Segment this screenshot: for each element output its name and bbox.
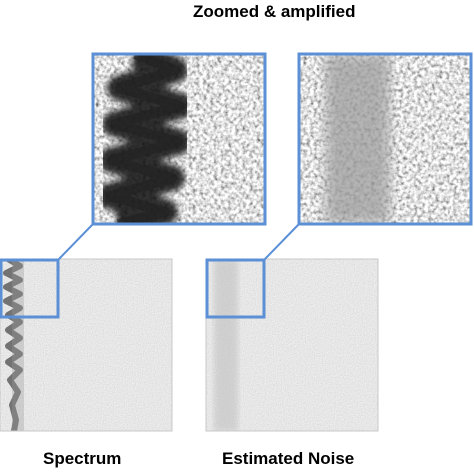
noise-connector — [263, 223, 300, 261]
spectrum-connector — [57, 223, 94, 261]
spectrum-roi-box — [0, 258, 60, 319]
zoom-spectrum-panel — [93, 54, 265, 224]
noise-roi-box — [205, 258, 266, 319]
zoom-noise-panel — [299, 54, 471, 224]
spectrum-panel — [0, 259, 172, 431]
zoom-noise-frame — [297, 52, 473, 226]
zoom-spectrum-frame — [91, 52, 267, 226]
spectrum-caption: Spectrum — [43, 449, 122, 468]
noise-frame — [205, 258, 379, 432]
noise-caption: Estimated Noise — [222, 449, 355, 468]
spectrum-trace — [3, 259, 23, 431]
zoom-noise-band — [325, 54, 390, 224]
noise-panel — [206, 259, 378, 431]
noise-band — [214, 259, 238, 431]
zoom-title: Zoomed & amplified — [193, 2, 356, 21]
spectrum-frame — [0, 258, 173, 432]
